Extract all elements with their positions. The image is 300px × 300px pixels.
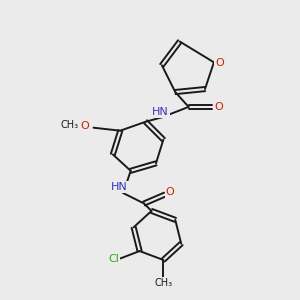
Text: Cl: Cl	[108, 254, 119, 264]
Text: HN: HN	[152, 107, 169, 117]
Text: O: O	[166, 187, 175, 196]
Text: CH₃: CH₃	[61, 120, 79, 130]
Text: O: O	[214, 102, 223, 112]
Text: O: O	[80, 121, 89, 131]
Text: CH₃: CH₃	[154, 278, 172, 288]
Text: HN: HN	[111, 182, 128, 192]
Text: O: O	[215, 58, 224, 68]
